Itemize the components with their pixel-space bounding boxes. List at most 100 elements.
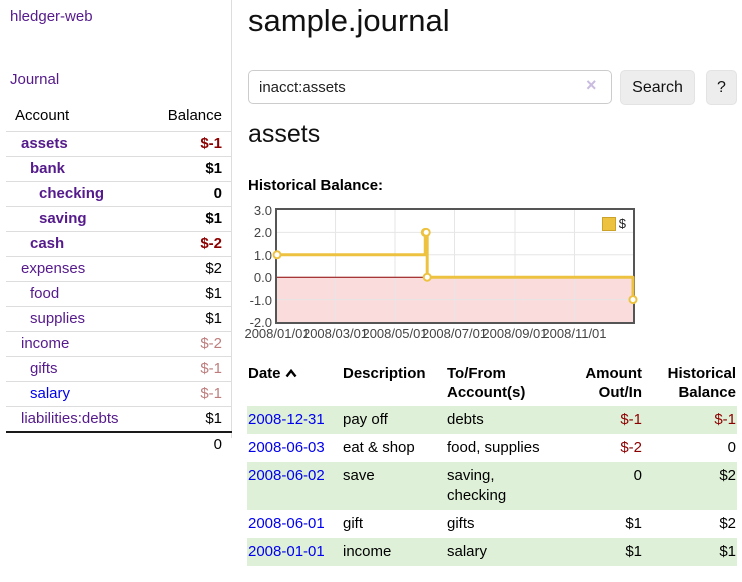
account-link-bank[interactable]: bank (30, 160, 66, 177)
transaction-accounts: salary (447, 543, 488, 560)
transaction-balance: $2 (719, 467, 736, 484)
account-balance: $-2 (200, 235, 222, 252)
transaction-description: save (343, 467, 375, 484)
register-header-description: Description (343, 365, 426, 382)
transaction-balance: 0 (727, 439, 736, 456)
account-balance: $1 (205, 310, 222, 327)
account-balance: $-1 (200, 385, 222, 402)
account-row-food: food $1 (6, 281, 232, 306)
register-row: 2008-06-03 eat & shop food, supplies $-2… (247, 434, 737, 462)
register-header-date-label: Date (248, 365, 281, 382)
account-row-assets: assets $-1 (6, 131, 232, 156)
y-axis-tick-label: -2.0 (249, 315, 272, 330)
account-row-supplies: supplies $1 (6, 306, 232, 331)
account-balance: $1 (205, 160, 222, 177)
transaction-description: gift (343, 515, 364, 532)
chart-heading: Historical Balance: (248, 177, 384, 194)
transaction-description: income (343, 543, 392, 560)
account-balance: $1 (205, 285, 222, 302)
x-axis-tick-label: 2008/05/01 (362, 326, 428, 341)
x-axis-tick-label: 2008/09/01 (482, 326, 548, 341)
search-button[interactable]: Search (620, 70, 695, 105)
legend-label: $ (618, 216, 626, 231)
account-row-salary: salary $-1 (6, 381, 232, 406)
account-tree: Account Balance assets $-1 bank $1 check… (0, 103, 232, 457)
account-row-bank: bank $1 (6, 156, 232, 181)
register-table: Date Description To/From Account(s) Amoun… (247, 362, 737, 566)
account-row-saving: saving $1 (6, 206, 232, 231)
account-row-cash: cash $-2 (6, 231, 232, 256)
account-link-gifts[interactable]: gifts (30, 360, 58, 377)
account-balance: $1 (205, 210, 222, 227)
chart-legend: $ (601, 216, 626, 231)
register-row: 2008-06-02 save saving, checking 0 $2 (247, 462, 737, 510)
transaction-accounts: saving, checking (447, 467, 507, 504)
account-row-liabilities-debts: liabilities:debts $1 (6, 406, 232, 431)
chart-canvas (272, 210, 638, 322)
transaction-balance: $1 (719, 543, 736, 560)
account-balance: $-2 (200, 335, 222, 352)
account-link-checking[interactable]: checking (39, 185, 105, 202)
account-row-expenses: expenses $2 (6, 256, 232, 281)
register-header-balance: Historical Balance (667, 365, 736, 401)
transaction-date-link[interactable]: 2008-12-31 (248, 411, 325, 428)
transaction-amount: $1 (625, 543, 642, 560)
account-link-cash[interactable]: cash (30, 235, 65, 252)
y-axis-tick-label: 2.0 (253, 225, 272, 241)
page-title: sample.journal (248, 3, 450, 38)
chart-plot-area: $ (272, 208, 638, 324)
y-axis-tick-label: 1.0 (253, 247, 272, 263)
register-header-date[interactable]: Date (247, 362, 342, 406)
transaction-date-link[interactable]: 2008-06-01 (248, 515, 325, 532)
account-row-gifts: gifts $-1 (6, 356, 232, 381)
account-column-header: Account (15, 107, 70, 124)
register-row: 2008-01-01 income salary $1 $1 (247, 538, 737, 566)
account-balance: $-1 (200, 360, 222, 377)
transaction-amount: $-1 (620, 411, 642, 428)
transaction-date-link[interactable]: 2008-06-02 (248, 467, 325, 484)
x-axis-tick-label: 2008/01/01 (244, 326, 310, 341)
x-axis-tick-label: 2008/03/01 (302, 326, 369, 341)
transaction-description: pay off (343, 411, 388, 428)
account-balance: $1 (205, 410, 222, 427)
help-button[interactable]: ? (706, 70, 737, 105)
transaction-date-link[interactable]: 2008-01-01 (248, 543, 325, 560)
register-row: 2008-06-01 gift gifts $1 $2 (247, 510, 737, 538)
account-tree-total-row: 0 (6, 431, 232, 457)
account-balance: $2 (205, 260, 222, 277)
account-heading: assets (248, 120, 321, 148)
register-row: 2008-12-31 pay off debts $-1 $-1 (247, 406, 737, 434)
account-link-income[interactable]: income (21, 335, 70, 352)
account-tree-total: 0 (213, 436, 222, 453)
account-link-expenses[interactable]: expenses (21, 260, 86, 277)
account-balance: $-1 (200, 135, 222, 152)
account-link-supplies[interactable]: supplies (30, 310, 86, 327)
x-axis-tick-label: 2008/11/01 (542, 326, 607, 341)
account-link-saving[interactable]: saving (39, 210, 87, 227)
account-row-income: income $-2 (6, 331, 232, 356)
transaction-accounts: food, supplies (447, 439, 540, 456)
balance-column-header: Balance (167, 107, 222, 124)
nav-journal-link[interactable]: Journal (10, 71, 60, 88)
register-header-accounts: To/From Account(s) (447, 365, 526, 401)
transaction-balance: $2 (719, 515, 736, 532)
account-link-salary[interactable]: salary (30, 385, 71, 402)
transaction-amount: $1 (625, 515, 642, 532)
transaction-date-link[interactable]: 2008-06-03 (248, 439, 325, 456)
search-input[interactable] (248, 70, 612, 104)
app-title-link[interactable]: hledger-web (10, 8, 93, 25)
account-link-liabilities-debts[interactable]: liabilities:debts (21, 410, 119, 427)
sort-ascending-icon (285, 364, 297, 383)
clear-search-icon[interactable]: × (586, 75, 597, 95)
account-tree-header: Account Balance (0, 103, 232, 131)
y-axis-tick-label: -1.0 (249, 292, 272, 308)
account-link-assets[interactable]: assets (21, 135, 68, 152)
register-header-amount: Amount Out/In (585, 365, 642, 401)
legend-swatch-icon (601, 216, 616, 231)
account-link-food[interactable]: food (30, 285, 60, 302)
transaction-accounts: debts (447, 411, 484, 428)
sidebar: hledger-web Journal Account Balance asse… (0, 0, 232, 453)
y-axis-tick-label: 0.0 (253, 270, 272, 286)
transaction-accounts: gifts (447, 515, 475, 532)
